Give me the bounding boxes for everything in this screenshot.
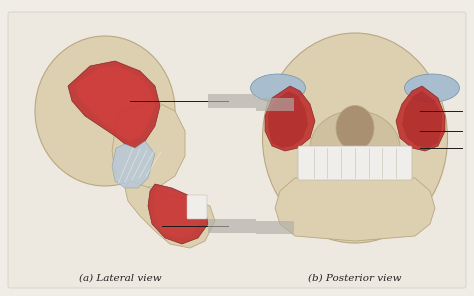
Ellipse shape [35, 36, 175, 186]
FancyBboxPatch shape [208, 94, 256, 108]
Polygon shape [275, 178, 435, 241]
Ellipse shape [336, 105, 374, 150]
FancyBboxPatch shape [8, 12, 466, 288]
Ellipse shape [250, 74, 306, 102]
FancyBboxPatch shape [208, 219, 256, 233]
FancyBboxPatch shape [298, 146, 412, 180]
Polygon shape [112, 101, 185, 188]
FancyBboxPatch shape [187, 195, 207, 219]
Polygon shape [75, 66, 155, 141]
Text: (a) Lateral view: (a) Lateral view [79, 274, 161, 282]
Polygon shape [68, 61, 160, 148]
Ellipse shape [263, 33, 447, 243]
FancyBboxPatch shape [256, 221, 294, 234]
FancyBboxPatch shape [256, 98, 294, 111]
Polygon shape [268, 91, 308, 148]
Ellipse shape [310, 110, 400, 186]
Polygon shape [153, 188, 200, 238]
Polygon shape [265, 86, 315, 151]
Polygon shape [112, 141, 155, 188]
Text: (b) Posterior view: (b) Posterior view [308, 274, 402, 282]
Polygon shape [125, 181, 215, 248]
Polygon shape [396, 86, 445, 151]
Polygon shape [402, 91, 442, 148]
Polygon shape [148, 184, 208, 244]
Ellipse shape [404, 74, 459, 102]
